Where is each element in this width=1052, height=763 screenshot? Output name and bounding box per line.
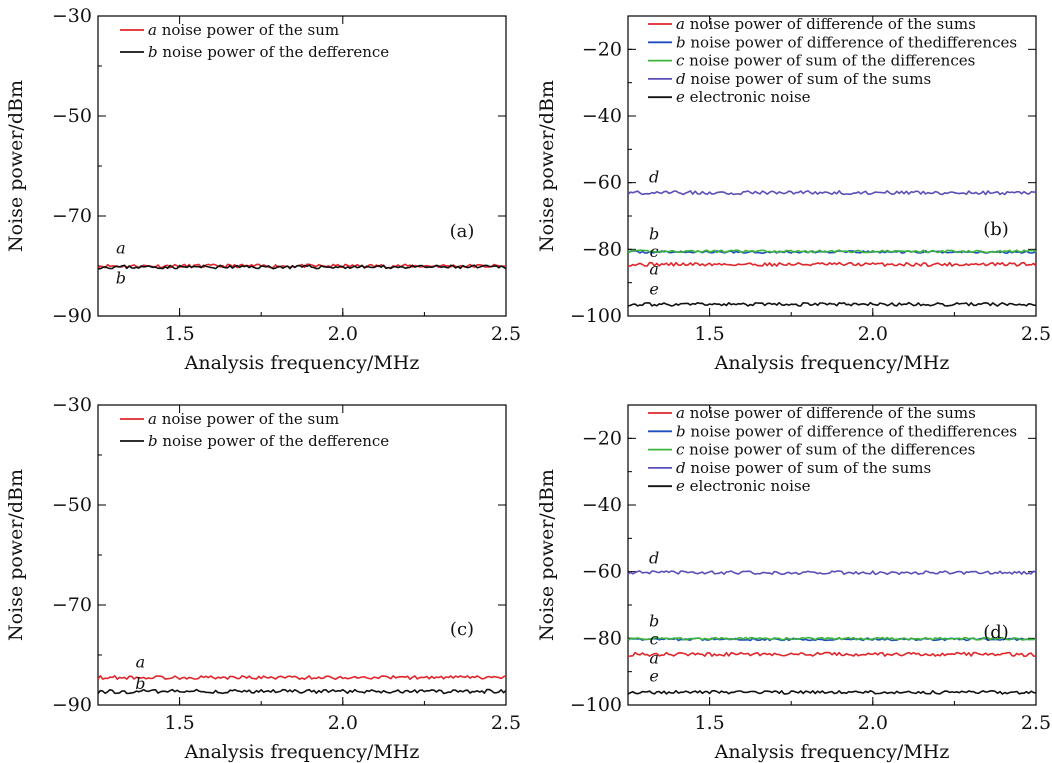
panel-label: (d)	[983, 622, 1009, 643]
curve-annotation-b: b	[649, 612, 659, 631]
y-tick-label: −40	[582, 105, 622, 127]
y-tick-label: −70	[52, 594, 92, 616]
x-axis-title: Analysis frequency/MHz	[714, 741, 950, 763]
curve-annotation-b: b	[649, 224, 659, 243]
y-tick-label: −60	[582, 561, 622, 583]
panel-label: (a)	[450, 221, 475, 242]
y-tick-label: −100	[570, 694, 622, 716]
curve-annotation-b: b	[116, 269, 126, 288]
curve-annotation-d: d	[649, 168, 659, 187]
panel-label: (c)	[450, 619, 474, 640]
x-tick-label: 1.5	[694, 712, 724, 734]
curve-annotation-a: a	[116, 239, 126, 258]
curve-annotation-a: a	[649, 648, 659, 667]
y-tick-label: −50	[52, 494, 92, 516]
legend-entry-a: a noise power of the sum	[148, 21, 339, 39]
curve-annotation-c: c	[650, 242, 659, 261]
legend-entry-a: a noise power of difference of the sums	[676, 404, 976, 422]
panel-label: (b)	[983, 219, 1009, 240]
y-tick-label: −90	[52, 694, 92, 716]
chart-panel-1: 1.5 2.0 2.5 −90 −70 −50 −30 Analysis frequency/…	[5, 5, 521, 374]
y-tick-label: −80	[582, 627, 622, 649]
legend-entry-b: b noise power of difference of thediffer…	[676, 33, 1017, 51]
plot-frame	[97, 404, 507, 706]
series-line-a	[627, 651, 1037, 658]
chart-panel-2: 1.5 2.0 2.5 −100 −80 −60 −40 −20 Analysis freque…	[536, 15, 1051, 374]
legend-entry-b: b noise power of the defference	[148, 43, 389, 61]
legend-entry-c: c noise power of sum of the differences	[676, 52, 975, 70]
legend-entry-c: c noise power of sum of the differences	[676, 441, 975, 459]
y-tick-label: −30	[52, 394, 92, 416]
plot-frame	[627, 404, 1037, 706]
series-line-b	[98, 264, 507, 270]
x-axis-title: Analysis frequency/MHz	[184, 741, 420, 763]
series-line-c	[627, 636, 1037, 641]
y-tick-label: −20	[582, 38, 622, 60]
y-tick-label: −60	[582, 172, 622, 194]
x-axis-title: Analysis frequency/MHz	[184, 352, 420, 374]
y-tick-label: −50	[52, 105, 92, 127]
y-tick-label: −100	[570, 305, 622, 327]
legend-entry-a: a noise power of difference of the sums	[676, 15, 976, 33]
y-tick-label: −80	[582, 238, 622, 260]
legend-entry-a: a noise power of the sum	[148, 410, 339, 428]
curve-annotation-e: e	[649, 667, 658, 686]
legend-entry-b: b noise power of difference of thediffer…	[676, 422, 1017, 440]
x-tick-label: 2.0	[858, 712, 888, 734]
x-axis-title: Analysis frequency/MHz	[714, 352, 950, 374]
chart-panel-3: 1.5 2.0 2.5 −90 −70 −50 −30 Analysis frequency/…	[5, 394, 521, 763]
legend-entry-e: e electronic noise	[676, 88, 811, 106]
series-line-e	[627, 301, 1037, 307]
curve-annotation-a: a	[136, 653, 146, 672]
y-axis-title: Noise power/dBm	[536, 469, 558, 641]
curve-annotation-a: a	[649, 259, 659, 278]
x-tick-label: 2.5	[1021, 712, 1051, 734]
series-line-b	[97, 688, 507, 695]
x-tick-label: 2.0	[858, 323, 888, 345]
y-tick-label: −30	[52, 5, 92, 27]
legend-entry-d: d noise power of sum of the sums	[676, 70, 931, 88]
legend-entry-b: b noise power of the defference	[148, 432, 389, 450]
x-tick-label: 1.5	[164, 712, 194, 734]
y-tick-label: −70	[52, 205, 92, 227]
plot-frame	[627, 15, 1037, 317]
series-line-c	[627, 249, 1037, 254]
chart-panel-4: 1.5 2.0 2.5 −100 −80 −60 −40 −20 Analysis freque…	[536, 404, 1051, 763]
curve-annotation-e: e	[649, 279, 658, 298]
x-tick-label: 2.0	[328, 712, 358, 734]
x-tick-label: 2.5	[1021, 323, 1051, 345]
y-tick-label: −90	[52, 305, 92, 327]
series-line-d	[627, 570, 1037, 576]
legend-entry-d: d noise power of sum of the sums	[676, 459, 931, 477]
x-tick-label: 2.5	[491, 712, 521, 734]
y-axis-title: Noise power/dBm	[536, 80, 558, 252]
y-axis-title: Noise power/dBm	[5, 469, 27, 641]
series-line-a	[627, 261, 1037, 268]
series-line-a	[97, 674, 507, 681]
x-tick-label: 1.5	[694, 323, 724, 345]
y-tick-label: −20	[582, 427, 622, 449]
series-line-a	[97, 263, 507, 269]
y-tick-label: −40	[582, 494, 622, 516]
series-line-e	[627, 689, 1037, 695]
curve-annotation-b: b	[135, 674, 145, 693]
plot-frame	[97, 15, 507, 317]
x-tick-label: 2.0	[328, 323, 358, 345]
curve-annotation-c: c	[650, 629, 659, 648]
x-tick-label: 1.5	[164, 323, 194, 345]
x-tick-label: 2.5	[491, 323, 521, 345]
curve-annotation-d: d	[649, 548, 659, 567]
series-line-d	[627, 190, 1036, 196]
y-axis-title: Noise power/dBm	[5, 80, 27, 252]
legend-entry-e: e electronic noise	[676, 477, 811, 495]
